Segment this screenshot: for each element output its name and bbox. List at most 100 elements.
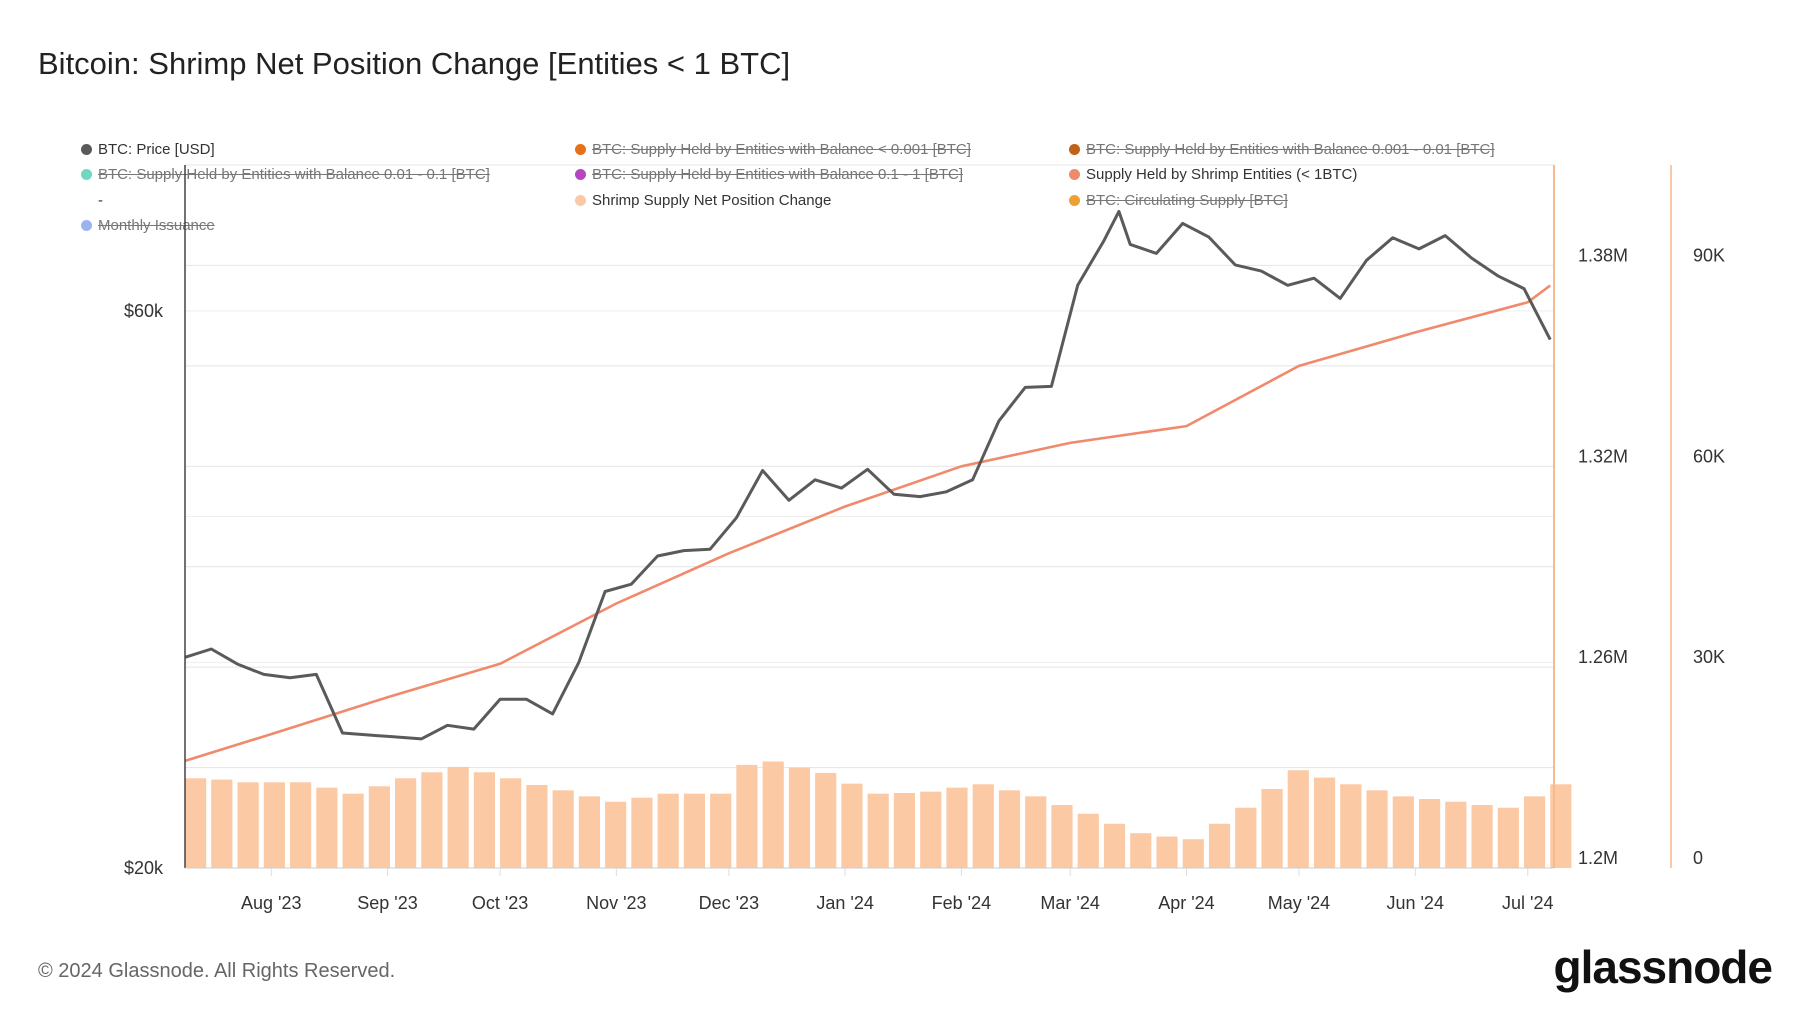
legend-item[interactable]: BTC: Supply Held by Entities with Balanc… xyxy=(575,166,963,183)
net-change-bar xyxy=(500,778,522,868)
legend-dot-icon xyxy=(575,169,586,180)
x-tick-label: Dec '23 xyxy=(699,893,759,913)
supply-tick-label: 1.26M xyxy=(1578,647,1628,667)
net-change-bar xyxy=(1103,823,1126,868)
x-tick-label: Mar '24 xyxy=(1040,893,1099,913)
net-change-bar xyxy=(1392,796,1414,868)
legend-label: BTC: Circulating Supply [BTC] xyxy=(1086,192,1288,209)
supply-tick-label: 1.2M xyxy=(1578,848,1618,868)
net-change-bar xyxy=(211,779,233,868)
supply-line xyxy=(184,284,1551,763)
net-change-bar xyxy=(867,793,889,868)
net-change-bar xyxy=(815,772,837,868)
price-tick-label: $60k xyxy=(124,301,164,321)
x-tick-label: Jul '24 xyxy=(1502,893,1553,913)
x-tick-label: Nov '23 xyxy=(586,893,646,913)
net-change-bar xyxy=(710,793,732,868)
legend-item[interactable]: - xyxy=(81,192,103,209)
change-tick-label: 30K xyxy=(1693,647,1725,667)
legend-label: Shrimp Supply Net Position Change xyxy=(592,192,832,209)
change-tick-label: 90K xyxy=(1693,245,1725,265)
net-change-bar xyxy=(185,778,207,868)
net-change-bar xyxy=(316,787,338,868)
net-change-bar xyxy=(447,766,469,868)
legend-label: BTC: Supply Held by Entities with Balanc… xyxy=(1086,141,1495,158)
legend-item[interactable]: Shrimp Supply Net Position Change xyxy=(575,192,831,209)
net-change-bar xyxy=(841,783,863,868)
x-tick-label: Oct '23 xyxy=(472,893,528,913)
legend-dot-icon xyxy=(1069,195,1080,206)
legend-dot-icon xyxy=(81,169,92,180)
net-change-bar xyxy=(1418,799,1441,868)
legend-dot-icon xyxy=(81,220,92,231)
net-change-bar xyxy=(368,786,390,868)
net-change-bar xyxy=(473,772,495,868)
net-change-bar xyxy=(552,790,574,868)
legend-item[interactable]: BTC: Supply Held by Entities with Balanc… xyxy=(575,141,971,158)
net-change-bar xyxy=(1471,805,1493,868)
x-tick-label: Jun '24 xyxy=(1386,893,1443,913)
net-change-bar xyxy=(1025,796,1047,868)
net-change-bar xyxy=(1287,770,1309,868)
legend-item[interactable]: BTC: Price [USD] xyxy=(81,141,215,158)
net-change-bar xyxy=(1497,807,1519,868)
legend-label: BTC: Supply Held by Entities with Balanc… xyxy=(592,141,971,158)
legend-dot-icon xyxy=(575,195,586,206)
legend-item[interactable]: Supply Held by Shrimp Entities (< 1BTC) xyxy=(1069,166,1357,183)
net-change-bar xyxy=(657,793,679,868)
net-change-bar xyxy=(736,764,758,868)
chart-title: Bitcoin: Shrimp Net Position Change [Ent… xyxy=(38,46,791,81)
x-tick-label: Aug '23 xyxy=(241,893,302,913)
legend-label: Supply Held by Shrimp Entities (< 1BTC) xyxy=(1086,166,1358,183)
net-change-bar xyxy=(1130,833,1152,868)
price-line xyxy=(184,209,1552,741)
net-change-bar xyxy=(395,778,417,868)
x-tick-label: May '24 xyxy=(1268,893,1330,913)
price-tick-label: $20k xyxy=(124,858,164,878)
legend-item[interactable]: BTC: Supply Held by Entities with Balanc… xyxy=(1069,141,1495,158)
net-change-bar xyxy=(263,782,285,868)
net-change-bar xyxy=(946,787,968,868)
net-change-bar xyxy=(342,793,364,868)
legend-item[interactable]: BTC: Supply Held by Entities with Balanc… xyxy=(81,166,490,183)
net-change-bar xyxy=(1182,839,1204,868)
supply-tick-label: 1.32M xyxy=(1578,446,1628,466)
supply-tick-label: 1.38M xyxy=(1578,245,1628,265)
x-tick-label: Feb '24 xyxy=(932,893,991,913)
net-change-bar xyxy=(290,782,312,868)
net-change-bar xyxy=(1523,796,1546,868)
net-change-bar xyxy=(605,801,627,868)
net-change-bar xyxy=(1445,801,1467,868)
legend-dot-icon xyxy=(1069,169,1080,180)
legend-label: - xyxy=(98,192,103,209)
legend-label: BTC: Supply Held by Entities with Balanc… xyxy=(592,166,963,183)
net-change-bar xyxy=(421,772,443,868)
net-change-bar xyxy=(1366,790,1388,868)
net-change-bar xyxy=(1208,823,1231,868)
net-change-bar xyxy=(1077,813,1099,868)
legend-dot-icon xyxy=(81,144,92,155)
net-change-bar xyxy=(1261,788,1283,868)
net-change-bar xyxy=(237,782,259,868)
net-change-bar xyxy=(972,784,994,868)
net-change-bar xyxy=(1550,784,1572,868)
net-change-bar xyxy=(526,784,548,868)
legend-dot-icon xyxy=(575,144,586,155)
x-tick-label: Sep '23 xyxy=(357,893,418,913)
net-change-bar xyxy=(683,793,706,868)
net-change-bar xyxy=(1235,807,1257,868)
net-change-bar xyxy=(1313,777,1336,868)
x-tick-label: Jan '24 xyxy=(816,893,873,913)
legend-dot-icon xyxy=(1069,144,1080,155)
legend-label: BTC: Price [USD] xyxy=(98,141,215,158)
change-tick-label: 0 xyxy=(1693,848,1703,868)
net-change-bar xyxy=(762,761,784,868)
legend-label: BTC: Supply Held by Entities with Balanc… xyxy=(98,166,490,183)
net-change-bar xyxy=(1340,784,1362,868)
legend-item[interactable]: BTC: Circulating Supply [BTC] xyxy=(1069,192,1288,209)
net-change-bar xyxy=(631,797,653,868)
net-change-bar xyxy=(998,790,1021,868)
glassnode-logo: glassnode xyxy=(1553,941,1773,993)
